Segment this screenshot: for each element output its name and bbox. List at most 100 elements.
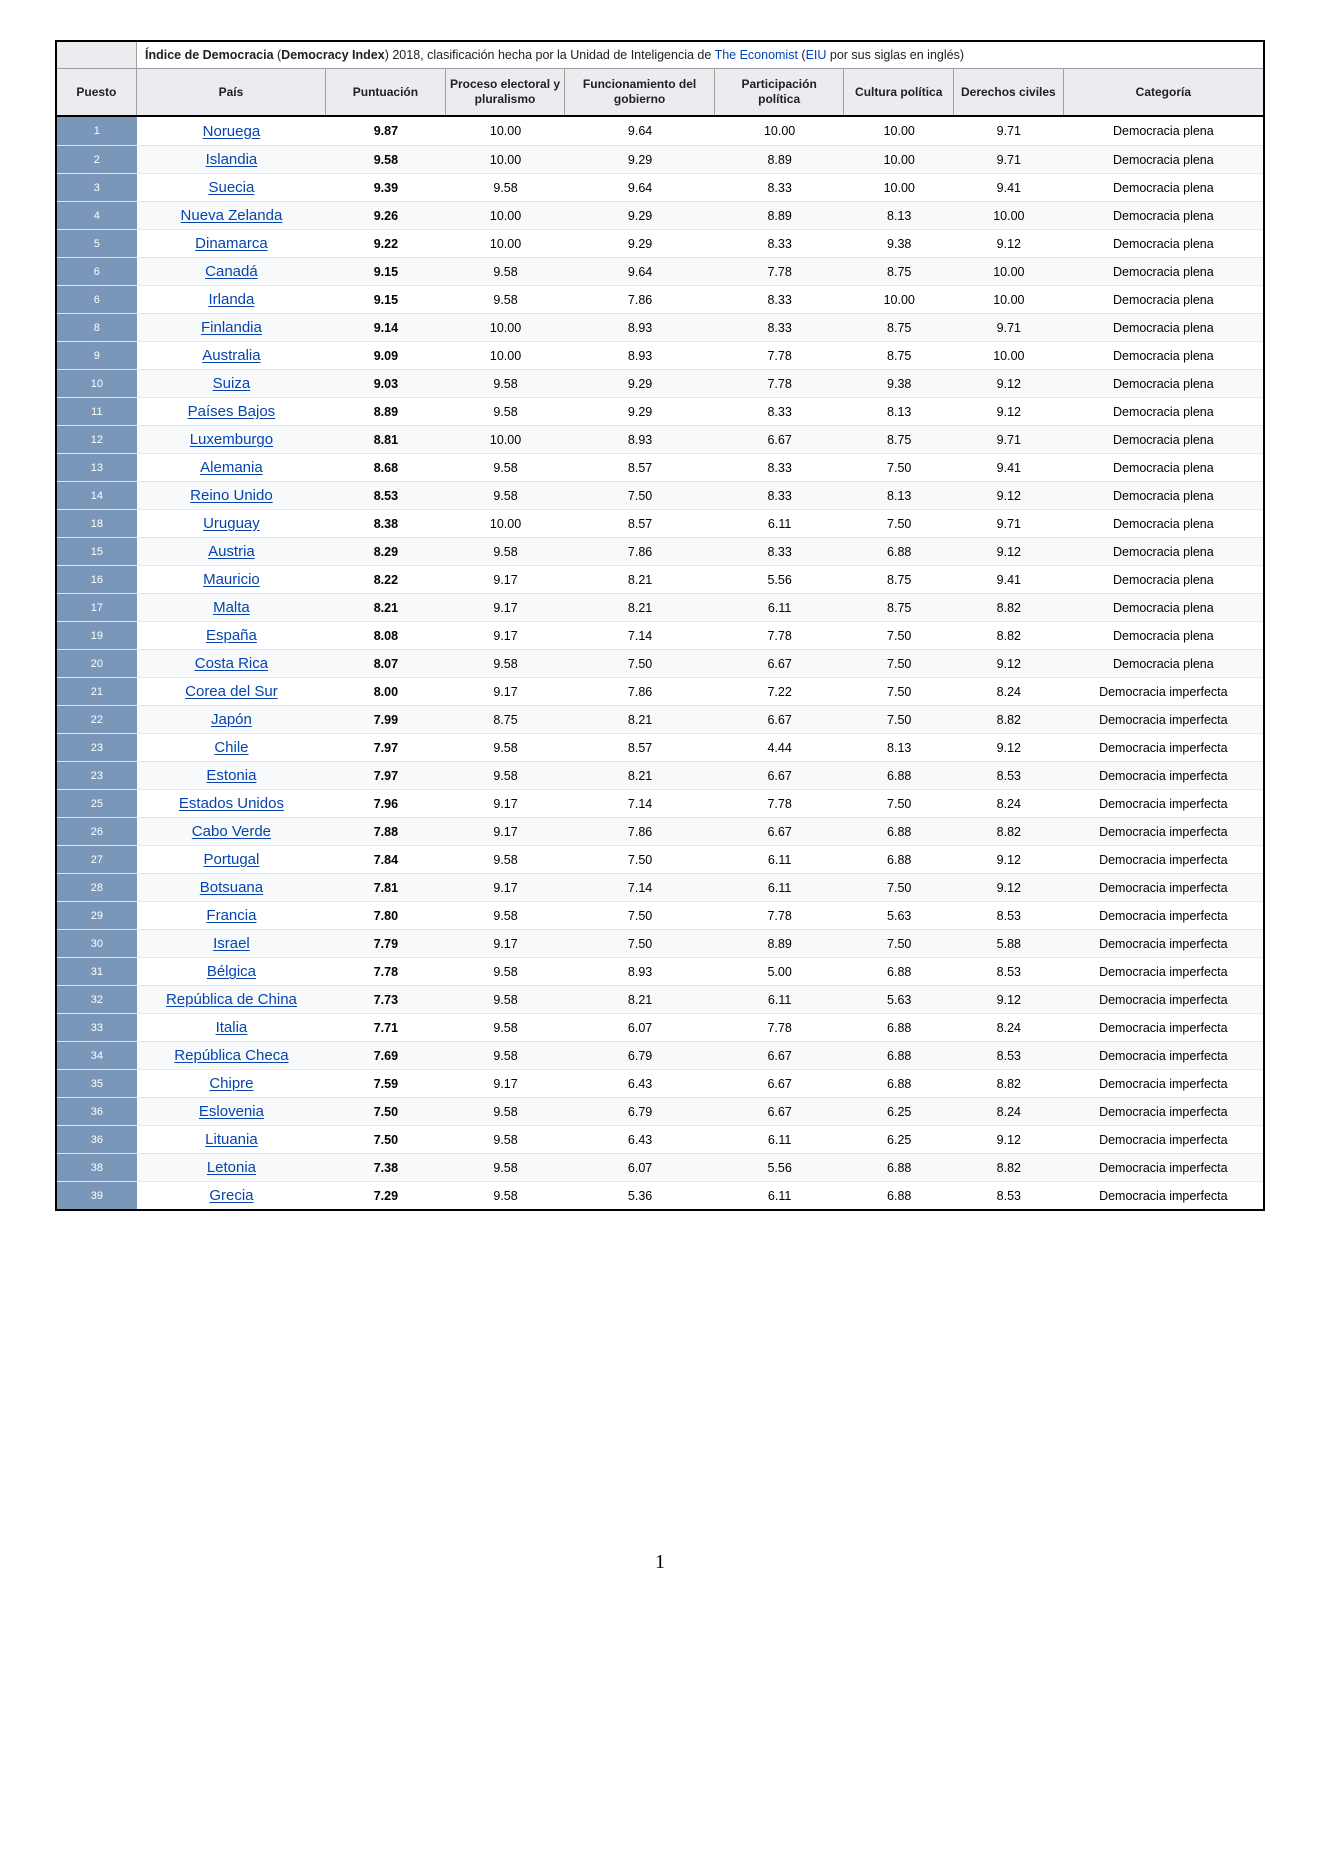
country-link[interactable]: Uruguay	[203, 515, 260, 532]
proc-cell: 9.58	[446, 846, 566, 873]
score-cell: 9.09	[326, 342, 446, 369]
country-link[interactable]: Estonia	[206, 767, 256, 784]
cult-cell: 7.50	[844, 510, 954, 537]
rank-cell: 4	[57, 202, 137, 229]
country-link[interactable]: Alemania	[200, 459, 263, 476]
table-row: 19España8.089.177.147.787.508.82Democrac…	[57, 621, 1263, 649]
cult-cell: 6.88	[844, 818, 954, 845]
cat-cell: Democracia plena	[1064, 286, 1263, 313]
proc-cell: 10.00	[446, 314, 566, 341]
cult-cell: 6.88	[844, 1154, 954, 1181]
country-cell: Eslovenia	[137, 1098, 326, 1125]
rank-cell: 3	[57, 174, 137, 201]
country-link[interactable]: República Checa	[174, 1047, 288, 1064]
cat-cell: Democracia imperfecta	[1064, 1182, 1263, 1209]
country-link[interactable]: Austria	[208, 543, 255, 560]
cult-cell: 7.50	[844, 650, 954, 677]
country-link[interactable]: República de China	[166, 991, 297, 1008]
score-cell: 9.26	[326, 202, 446, 229]
table-row: 13Alemania8.689.588.578.337.509.41Democr…	[57, 453, 1263, 481]
country-cell: Estonia	[137, 762, 326, 789]
cult-cell: 8.75	[844, 566, 954, 593]
cult-cell: 8.75	[844, 342, 954, 369]
cat-cell: Democracia plena	[1064, 650, 1263, 677]
country-link[interactable]: Islandia	[206, 151, 258, 168]
country-link[interactable]: Chipre	[209, 1075, 253, 1092]
country-link[interactable]: España	[206, 627, 257, 644]
table-row: 29Francia7.809.587.507.785.638.53Democra…	[57, 901, 1263, 929]
country-link[interactable]: Cabo Verde	[192, 823, 271, 840]
score-cell: 7.38	[326, 1154, 446, 1181]
cat-cell: Democracia plena	[1064, 538, 1263, 565]
rank-cell: 17	[57, 594, 137, 621]
country-link[interactable]: Portugal	[203, 851, 259, 868]
civ-cell: 10.00	[954, 342, 1064, 369]
proc-cell: 9.58	[446, 762, 566, 789]
table-row: 21Corea del Sur8.009.177.867.227.508.24D…	[57, 677, 1263, 705]
score-cell: 7.99	[326, 706, 446, 733]
func-cell: 7.86	[565, 818, 715, 845]
proc-cell: 9.17	[446, 622, 566, 649]
table-header-row: Puesto País Puntuación Proceso electoral…	[57, 69, 1263, 117]
country-link[interactable]: Eslovenia	[199, 1103, 264, 1120]
civ-cell: 8.53	[954, 902, 1064, 929]
country-link[interactable]: Estados Unidos	[179, 795, 284, 812]
civ-cell: 8.82	[954, 622, 1064, 649]
country-link[interactable]: Suecia	[208, 179, 254, 196]
score-cell: 7.29	[326, 1182, 446, 1209]
country-link[interactable]: Israel	[213, 935, 250, 952]
country-link[interactable]: Mauricio	[203, 571, 260, 588]
func-cell: 7.86	[565, 538, 715, 565]
country-link[interactable]: Irlanda	[208, 291, 254, 308]
table-row: 33Italia7.719.586.077.786.888.24Democrac…	[57, 1013, 1263, 1041]
score-cell: 7.50	[326, 1126, 446, 1153]
rank-cell: 33	[57, 1014, 137, 1041]
table-row: 17Malta8.219.178.216.118.758.82Democraci…	[57, 593, 1263, 621]
cult-cell: 7.50	[844, 790, 954, 817]
cult-cell: 5.63	[844, 902, 954, 929]
link-the-economist[interactable]: The Economist	[715, 48, 798, 62]
table-row: 6Canadá9.159.589.647.788.7510.00Democrac…	[57, 257, 1263, 285]
func-cell: 7.86	[565, 678, 715, 705]
country-cell: Reino Unido	[137, 482, 326, 509]
rank-cell: 34	[57, 1042, 137, 1069]
country-link[interactable]: Japón	[211, 711, 252, 728]
civ-cell: 8.24	[954, 1098, 1064, 1125]
country-link[interactable]: Lituania	[205, 1131, 258, 1148]
country-link[interactable]: Botsuana	[200, 879, 263, 896]
proc-cell: 9.58	[446, 1126, 566, 1153]
rank-cell: 31	[57, 958, 137, 985]
country-link[interactable]: Italia	[216, 1019, 248, 1036]
country-link[interactable]: Noruega	[203, 123, 261, 140]
country-link[interactable]: Canadá	[205, 263, 258, 280]
score-cell: 8.00	[326, 678, 446, 705]
country-link[interactable]: Corea del Sur	[185, 683, 278, 700]
country-link[interactable]: Malta	[213, 599, 250, 616]
title-bold-2: Democracy Index	[281, 48, 385, 62]
country-link[interactable]: Bélgica	[207, 963, 256, 980]
country-link[interactable]: Luxemburgo	[190, 431, 273, 448]
country-link[interactable]: Reino Unido	[190, 487, 273, 504]
country-link[interactable]: Letonia	[207, 1159, 256, 1176]
country-link[interactable]: Chile	[214, 739, 248, 756]
country-link[interactable]: Costa Rica	[195, 655, 268, 672]
proc-cell: 10.00	[446, 202, 566, 229]
cult-cell: 8.13	[844, 398, 954, 425]
country-link[interactable]: Grecia	[209, 1187, 253, 1204]
country-link[interactable]: Países Bajos	[188, 403, 276, 420]
table-row: 12Luxemburgo8.8110.008.936.678.759.71Dem…	[57, 425, 1263, 453]
table-row: 36Eslovenia7.509.586.796.676.258.24Democ…	[57, 1097, 1263, 1125]
country-link[interactable]: Nueva Zelanda	[181, 207, 283, 224]
func-cell: 6.43	[565, 1070, 715, 1097]
country-link[interactable]: Francia	[206, 907, 256, 924]
cult-cell: 10.00	[844, 146, 954, 173]
civ-cell: 9.12	[954, 398, 1064, 425]
part-cell: 8.33	[715, 398, 845, 425]
country-link[interactable]: Dinamarca	[195, 235, 268, 252]
civ-cell: 9.71	[954, 510, 1064, 537]
country-link[interactable]: Finlandia	[201, 319, 262, 336]
country-link[interactable]: Suiza	[213, 375, 251, 392]
link-eiu[interactable]: EIU	[806, 48, 827, 62]
country-link[interactable]: Australia	[202, 347, 260, 364]
civ-cell: 9.41	[954, 174, 1064, 201]
